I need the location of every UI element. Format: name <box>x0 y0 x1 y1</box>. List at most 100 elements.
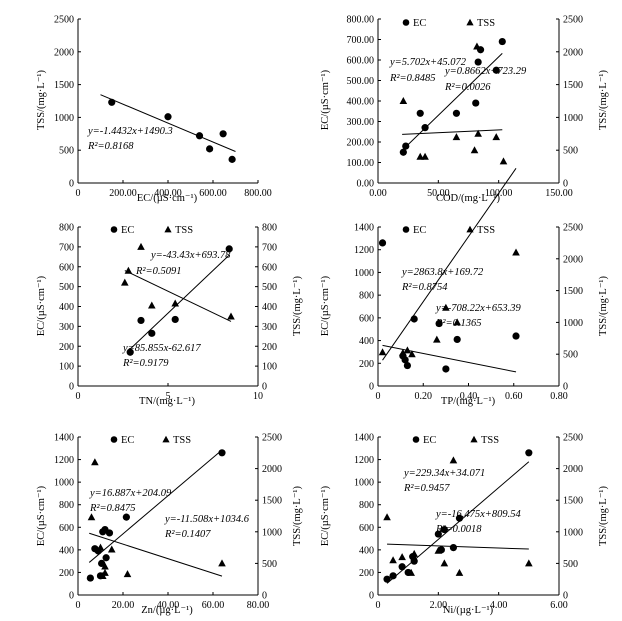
y-tick-label: 0 <box>369 591 374 602</box>
y-tick-label: 800 <box>59 223 74 234</box>
y2-tick-label: 500 <box>262 282 277 293</box>
data-point-tss <box>499 157 508 165</box>
y-tick-label: 600 <box>59 523 74 534</box>
y-tick-label: 800 <box>359 291 374 302</box>
y-tick-label: 200 <box>359 568 374 579</box>
y-tick-label: 400 <box>359 336 374 347</box>
r-squared-label: R²=0.1407 <box>164 529 211 540</box>
y-tick-label: 1000 <box>54 113 74 124</box>
x-tick-label: 0.60 <box>505 391 523 402</box>
y2-tick-label: 700 <box>262 242 277 253</box>
data-point-ec <box>421 124 429 132</box>
data-point-tss <box>227 312 235 320</box>
y2-tick-label: 0 <box>563 591 568 602</box>
r-squared-label: R²=0.9457 <box>403 483 450 494</box>
regression-equation: y=85.855x-62.617 <box>122 343 201 354</box>
trendline <box>386 461 530 584</box>
data-point-tss <box>408 350 416 358</box>
legend-label: EC <box>413 225 426 236</box>
legend-marker-tss <box>466 18 474 26</box>
y2-tick-label: 0 <box>262 591 267 602</box>
y-tick-label: 2000 <box>54 47 74 58</box>
data-point-ec <box>452 109 461 117</box>
r-squared-label: R²=0.8485 <box>389 73 436 84</box>
y2-tick-label: 300 <box>262 322 277 333</box>
y-tick-label: 800.00 <box>347 15 375 26</box>
trendline <box>88 449 223 563</box>
data-point-tss <box>407 568 415 576</box>
r-squared-label: R²=0.8754 <box>401 282 448 293</box>
legend-marker-ec <box>110 436 118 443</box>
y-tick-label: 1200 <box>354 455 374 466</box>
data-point-tss <box>228 155 236 163</box>
data-point-ec <box>148 329 156 337</box>
trendline <box>387 543 529 550</box>
data-point-tss <box>123 570 132 578</box>
data-point-ec <box>403 361 412 370</box>
data-point-tss <box>171 299 179 307</box>
x-axis-label: EC/(µS·cm⁻¹) <box>137 193 198 204</box>
y-axis-label: TSS/(mg·L⁻¹) <box>36 69 47 130</box>
r-squared-label: R²=0.9179 <box>122 358 169 369</box>
r-squared-label: R²=0.0018 <box>435 524 482 535</box>
y-tick-label: 800 <box>359 500 374 511</box>
y2-tick-label: 1000 <box>563 318 583 329</box>
legend-label: EC <box>423 435 436 446</box>
y-tick-label: 1200 <box>54 455 74 466</box>
y2-tick-label: 0 <box>563 382 568 393</box>
y-tick-label: 0 <box>69 382 74 393</box>
legend-marker-tss <box>466 225 474 233</box>
y-tick-label: 400 <box>359 545 374 556</box>
y-tick-label: 1000 <box>354 478 374 489</box>
x-tick-label: 0 <box>376 600 381 611</box>
data-point-ec <box>171 315 179 324</box>
data-point-ec <box>410 315 418 323</box>
data-point-ec <box>98 559 106 568</box>
data-point-ec <box>137 316 145 325</box>
y-tick-label: 400 <box>59 302 74 313</box>
data-point-ec <box>455 514 464 522</box>
legend-label: EC <box>413 18 426 29</box>
legend-label: EC <box>121 225 134 236</box>
x-tick-label: 0.00 <box>369 188 387 199</box>
y-tick-label: 1400 <box>54 433 74 444</box>
legend-marker-ec <box>402 19 410 26</box>
y-tick-label: 600.00 <box>347 56 375 67</box>
data-point-tss <box>91 458 99 466</box>
data-point-tss <box>410 549 418 557</box>
y-tick-label: 0 <box>69 179 74 190</box>
y-axis-label: EC/(µS·cm⁻¹) <box>320 275 331 336</box>
y2-tick-label: 2000 <box>563 464 583 475</box>
data-point-ec <box>398 563 406 571</box>
y2-tick-label: 500 <box>262 559 277 570</box>
y2-axis-label: TSS/(mg·L⁻¹) <box>292 485 303 546</box>
y-tick-label: 200 <box>359 359 374 370</box>
data-point-tss <box>389 556 397 564</box>
y2-tick-label: 1500 <box>563 496 583 507</box>
y-tick-label: 1000 <box>54 478 74 489</box>
y-tick-label: 700.00 <box>347 35 375 46</box>
data-point-tss <box>455 568 464 576</box>
data-point-ec <box>378 239 387 247</box>
data-point-tss <box>525 559 533 567</box>
y-tick-label: 500.00 <box>347 76 375 87</box>
data-point-tss <box>416 152 425 160</box>
y-tick-label: 1500 <box>54 80 74 91</box>
data-point-tss <box>449 456 458 464</box>
x-tick-label: 0 <box>376 391 381 402</box>
trendline <box>401 53 503 151</box>
x-tick-label: 0 <box>76 188 81 199</box>
x-tick-label: 2.00 <box>430 600 448 611</box>
x-tick-label: 50.00 <box>427 188 450 199</box>
data-point-tss <box>433 335 441 343</box>
trendline <box>382 344 517 373</box>
x-tick-label: 800.00 <box>244 188 272 199</box>
data-point-tss <box>101 562 109 570</box>
data-point-tss <box>121 278 129 286</box>
data-point-ec <box>434 530 442 538</box>
data-point-tss <box>398 553 406 561</box>
y-tick-label: 700 <box>59 242 74 253</box>
y-tick-label: 200 <box>59 568 74 579</box>
data-point-tss <box>452 133 461 141</box>
